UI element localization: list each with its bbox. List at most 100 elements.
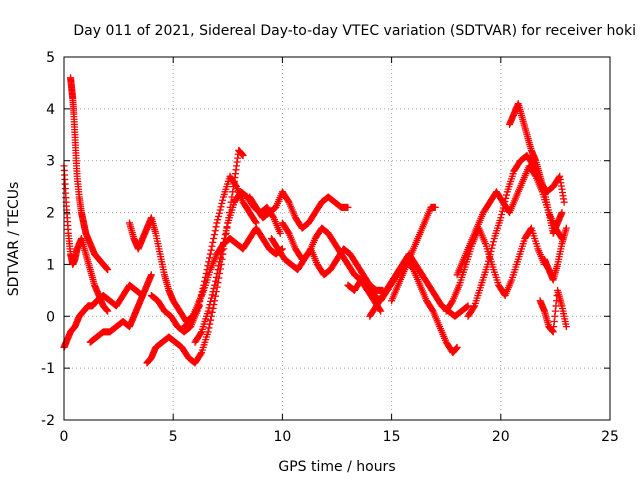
data-point (217, 203, 225, 211)
data-points (60, 74, 570, 367)
data-point (485, 254, 493, 262)
data-point (431, 203, 439, 211)
data-point (221, 235, 229, 242)
data-point (562, 224, 570, 232)
data-point (216, 258, 224, 266)
data-point (207, 297, 215, 305)
axis-ticks: 0 5 10 15 20 25 -2 -1 0 1 2 3 4 5 (41, 50, 619, 445)
y-axis-title: SDTVAR / TECUs (6, 182, 22, 297)
y-tick-label: -1 (41, 361, 55, 377)
data-point (211, 227, 219, 235)
data-point (376, 306, 384, 314)
data-point (205, 324, 213, 332)
y-tick-label: 5 (46, 50, 55, 66)
data-point (498, 207, 506, 215)
data-point (212, 223, 220, 231)
y-tick-label: -2 (41, 413, 55, 429)
data-point (284, 197, 292, 205)
x-tick-label: 15 (383, 429, 401, 445)
data-point (487, 247, 495, 255)
data-point (213, 219, 221, 227)
y-tick-label: 4 (46, 102, 55, 118)
data-point (104, 307, 112, 315)
data-point (218, 199, 226, 207)
series-track-11 (267, 235, 387, 294)
data-point (104, 266, 112, 274)
data-point (219, 242, 227, 250)
data-point (217, 250, 225, 258)
data-point (147, 271, 155, 279)
data-point (503, 191, 511, 199)
data-point (215, 262, 223, 270)
y-tick-label: 3 (46, 154, 55, 170)
data-point (204, 328, 212, 336)
data-point (448, 298, 456, 306)
data-point (558, 209, 566, 217)
data-point (208, 242, 216, 250)
data-point (276, 229, 284, 237)
data-point (486, 251, 494, 259)
data-point (498, 211, 506, 219)
data-point (207, 246, 215, 254)
chart-title: Day 011 of 2021, Sidereal Day-to-day VTE… (73, 23, 636, 39)
x-tick-label: 10 (273, 429, 291, 445)
data-point (211, 281, 219, 289)
data-point (229, 188, 237, 196)
data-point (204, 307, 212, 315)
data-point (232, 181, 240, 189)
data-point (215, 212, 223, 220)
data-point (428, 306, 436, 314)
data-point (206, 250, 214, 258)
data-point (269, 212, 277, 220)
data-point (501, 198, 509, 206)
data-point (206, 301, 214, 309)
data-point (488, 244, 496, 252)
data-point (497, 214, 505, 222)
data-point (220, 238, 228, 246)
data-point (284, 228, 292, 236)
y-tick-label: 1 (46, 257, 55, 273)
data-point (489, 241, 497, 249)
series-track-19 (506, 100, 566, 237)
data-point (212, 273, 220, 281)
series-track-21 (540, 224, 570, 284)
x-tick-label: 0 (60, 429, 69, 445)
data-point (207, 294, 215, 302)
data-point (208, 291, 216, 299)
data-point (219, 196, 227, 204)
data-point (214, 266, 222, 274)
series-track-15 (388, 203, 439, 305)
data-point (208, 308, 216, 316)
data-point (218, 246, 226, 254)
data-point (484, 260, 492, 268)
data-point (502, 194, 510, 202)
data-point (212, 277, 220, 285)
data-point (221, 231, 229, 239)
y-tick-label: 2 (46, 206, 55, 222)
data-point (212, 292, 220, 300)
data-point (214, 216, 222, 224)
data-point (464, 302, 472, 310)
data-point (209, 238, 217, 246)
data-point (216, 254, 224, 262)
data-point (215, 209, 223, 217)
data-point (210, 231, 218, 239)
plot-border (63, 56, 611, 421)
data-point (560, 198, 568, 206)
y-tick-label: 0 (46, 309, 55, 325)
series-track-8 (180, 224, 286, 331)
series-track-3 (67, 74, 112, 274)
data-point (527, 225, 535, 233)
data-point (470, 303, 478, 311)
data-point (223, 223, 231, 231)
x-axis-title: GPS time / hours (278, 459, 395, 475)
x-tick-label: 5 (169, 429, 178, 445)
data-point (239, 152, 247, 160)
data-point (489, 238, 497, 246)
data-point (207, 316, 215, 324)
data-point (344, 203, 352, 211)
series-track-20 (536, 286, 570, 336)
data-point (205, 304, 213, 312)
data-point (251, 218, 259, 226)
